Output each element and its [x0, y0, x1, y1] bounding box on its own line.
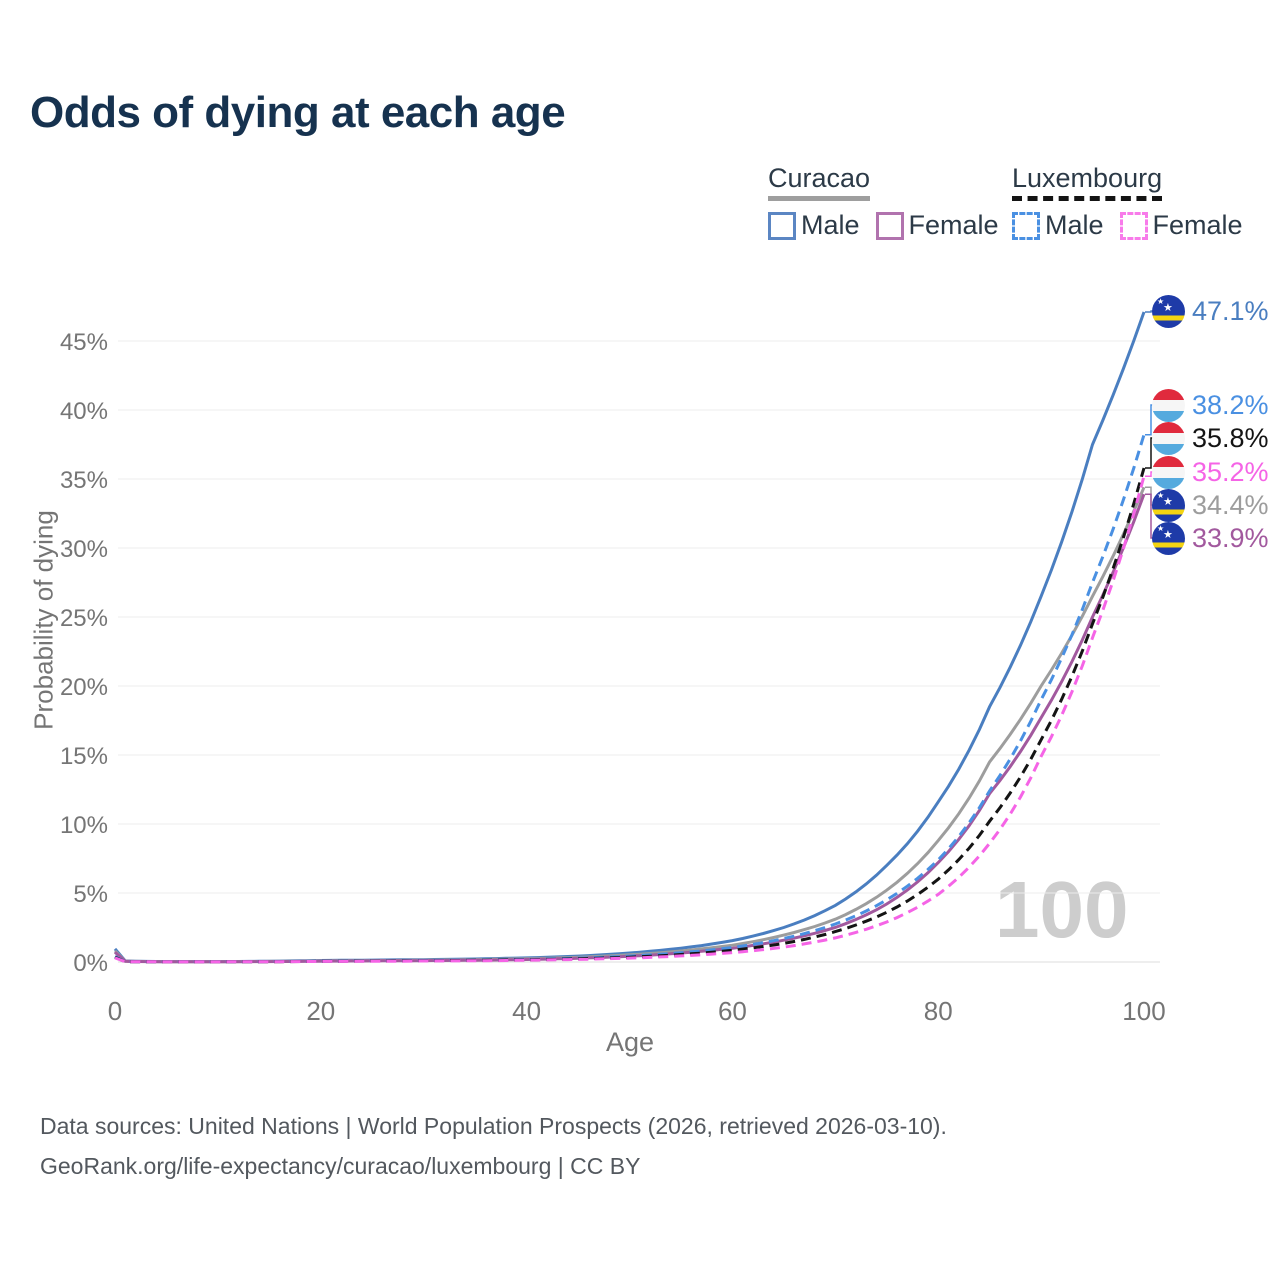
series-line-luxembourg-female: [114, 475, 1146, 964]
end-value-curacao-total: 34.4%: [1192, 489, 1269, 520]
x-axis-title: Age: [605, 1027, 655, 1057]
x-tick-label: 40: [512, 996, 541, 1026]
y-tick-label: 45%: [60, 329, 108, 356]
y-tick-label: 35%: [60, 467, 108, 494]
legend-row-luxembourg: Male Female: [1012, 210, 1259, 241]
x-tick-label: 80: [924, 996, 953, 1026]
page-title: Odds of dying at each age: [30, 88, 566, 137]
legend-country-curacao: Curacao: [768, 163, 871, 201]
end-value-luxembourg-female: 35.2%: [1192, 456, 1269, 487]
end-value-luxembourg-total: 35.8%: [1192, 422, 1269, 453]
series-line-luxembourg-total: [114, 467, 1146, 964]
end-label-curacao-male: ★ ★ 47.1%: [1152, 294, 1269, 328]
series-line-luxembourg-male: [114, 434, 1146, 964]
y-axis-title: Probability of dying: [28, 510, 59, 730]
x-tick-label: 20: [306, 996, 335, 1026]
curacao-flag-icon: ★ ★: [1152, 294, 1185, 328]
end-label-luxembourg-total: 35.8%: [1152, 421, 1269, 455]
y-tick-label: 10%: [60, 812, 108, 839]
end-label-curacao-female: ★ ★ 33.9%: [1152, 521, 1269, 555]
y-tick-label: 30%: [60, 536, 108, 563]
age-watermark: 100: [995, 865, 1129, 954]
end-label-curacao-total: ★ ★ 34.4%: [1152, 488, 1269, 522]
legend-label-curacao-female[interactable]: Female: [908, 210, 999, 240]
luxembourg-flag-icon: [1152, 421, 1185, 455]
data-source-note: Data sources: United Nations | World Pop…: [40, 1106, 947, 1186]
curacao-flag-icon: ★ ★: [1152, 521, 1185, 555]
legend-label-curacao-male[interactable]: Male: [801, 210, 860, 240]
legend-group-curacao: Curacao Male Female: [768, 163, 1015, 241]
luxembourg-flag-icon: [1152, 388, 1185, 422]
end-value-luxembourg-male: 38.2%: [1192, 389, 1269, 420]
legend-group-luxembourg: Luxembourg Male Female: [1012, 163, 1259, 241]
x-tick-label: 100: [1122, 996, 1165, 1026]
x-tick-label: 0: [108, 996, 122, 1026]
x-tick-label: 60: [718, 996, 747, 1026]
source-line: Data sources: United Nations | World Pop…: [40, 1113, 947, 1139]
end-value-curacao-male: 47.1%: [1192, 295, 1269, 326]
luxembourg-flag-icon: [1152, 455, 1185, 489]
end-label-luxembourg-female: 35.2%: [1152, 455, 1269, 489]
end-label-luxembourg-male: 38.2%: [1152, 388, 1269, 422]
luxembourg-male-swatch-icon[interactable]: [1012, 211, 1040, 240]
legend-label-luxembourg-male[interactable]: Male: [1045, 210, 1104, 240]
y-tick-label: 20%: [60, 674, 108, 701]
luxembourg-female-swatch-icon[interactable]: [1119, 211, 1148, 240]
legend-country-luxembourg: Luxembourg: [1012, 163, 1163, 201]
series-line-curacao-total: [113, 486, 1146, 964]
y-tick-label: 5%: [73, 881, 108, 908]
y-tick-label: 0%: [73, 950, 108, 977]
y-tick-label: 15%: [60, 743, 108, 770]
legend-row-curacao: Male Female: [768, 210, 1015, 241]
y-tick-label: 25%: [60, 605, 108, 632]
series-line-curacao-female: [114, 493, 1146, 964]
legend-label-luxembourg-female[interactable]: Female: [1152, 210, 1243, 240]
end-value-curacao-female: 33.9%: [1192, 522, 1269, 553]
series-line-curacao-male: [113, 311, 1146, 964]
attribution-line: GeoRank.org/life-expectancy/curacao/luxe…: [40, 1153, 641, 1179]
curacao-male-swatch-icon[interactable]: [768, 211, 796, 240]
curacao-female-swatch-icon[interactable]: [875, 211, 904, 240]
curacao-flag-icon: ★ ★: [1152, 488, 1185, 522]
y-tick-label: 40%: [60, 398, 108, 425]
